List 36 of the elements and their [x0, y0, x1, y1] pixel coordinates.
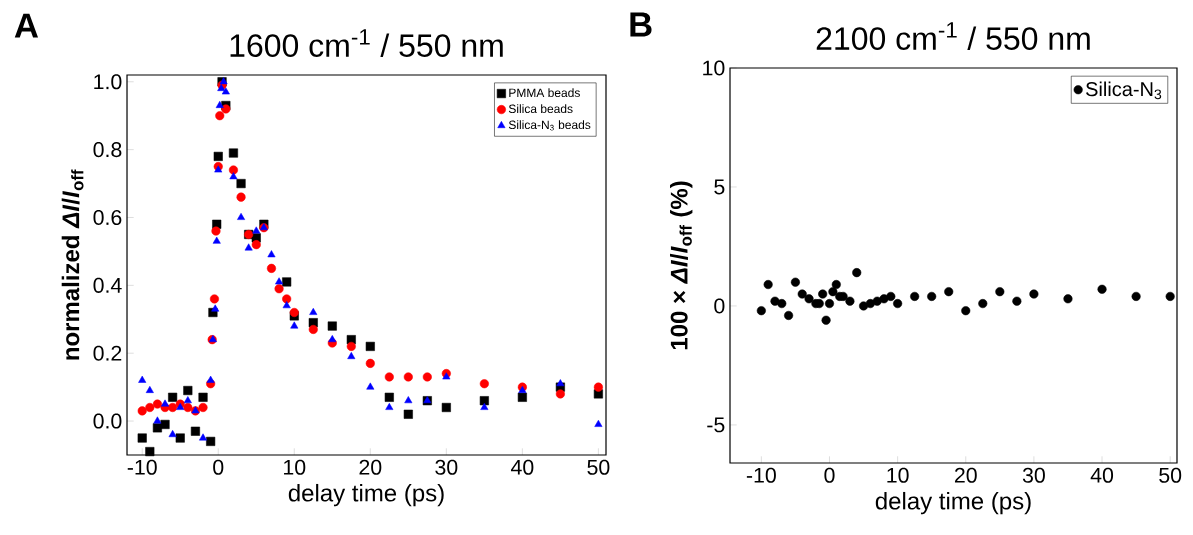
- x-tick-label: 20: [359, 459, 382, 475]
- y-tick-label: 0.4: [93, 277, 122, 293]
- legend-label: Silica beads: [508, 104, 573, 114]
- x-axis-title: delay time (ps): [288, 483, 444, 507]
- x-axis-title: delay time (ps): [875, 491, 1031, 515]
- legend-label: Silica-N$_{3}$ beads: [508, 120, 591, 131]
- x-tick-label: 30: [1022, 467, 1045, 483]
- y-tick-label: 10: [703, 60, 725, 76]
- y-tick-label: 0: [714, 298, 725, 314]
- x-tick-label: 40: [510, 459, 534, 475]
- legend-label: PMMA beads: [509, 88, 580, 98]
- y-tick-label: 0.6: [93, 209, 122, 226]
- legend-label: Silica-N$_{3}$: [1086, 81, 1162, 100]
- x-tick-label: 10: [284, 459, 306, 475]
- x-tick-label: 20: [954, 467, 977, 483]
- x-tick-label: -10: [127, 459, 157, 475]
- x-tick-label: 50: [1159, 467, 1182, 483]
- text: A: [14, 13, 39, 38]
- y-tick-label: 0.8: [93, 142, 122, 158]
- x-tick-label: 10: [887, 467, 909, 483]
- y-tick-label: 0.2: [93, 345, 122, 361]
- y-axis-title: normalized ΔI/I$_{off}$: [61, 169, 84, 360]
- y-tick-label: 1.0: [94, 74, 122, 90]
- y-axis-title: 100 × ΔI/I$_{off}$ (%): [670, 181, 693, 350]
- x-tick-label: 40: [1090, 467, 1114, 483]
- y-tick-label: 5: [714, 179, 725, 195]
- x-tick-label: 50: [587, 459, 610, 475]
- chart-title: 2100 cm$^{-1}$ / 550 nm: [816, 22, 1090, 50]
- x-tick-label: -10: [746, 467, 776, 483]
- y-tick-label: -5: [707, 417, 725, 433]
- x-tick-label: 0: [213, 459, 224, 475]
- chart-title: 1600 cm$^{-1}$ / 550 nm: [230, 29, 503, 57]
- x-tick-label: 30: [435, 459, 458, 475]
- text: B: [630, 12, 652, 37]
- y-tick-label: 0.0: [93, 413, 122, 429]
- x-tick-label: 0: [824, 467, 835, 483]
